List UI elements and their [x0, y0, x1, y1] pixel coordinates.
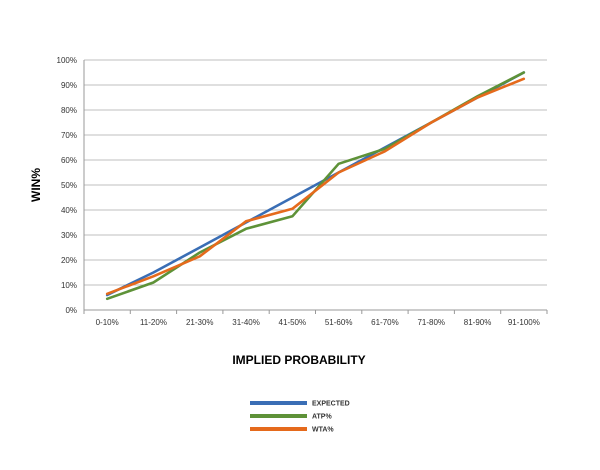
x-tick-labels: 0-10% 11-20% 21-30% 31-40% 41-50% 51-60% 61-70…	[96, 318, 540, 327]
x-tick-label: 61-70%	[371, 318, 399, 327]
legend-label-atp: ATP%	[312, 414, 332, 421]
x-tick-label: 11-20%	[140, 318, 167, 327]
y-tick-label: 70%	[61, 131, 77, 140]
y-tick-label: 10%	[61, 281, 77, 290]
x-axis-title: IMPLIED PROBABILITY	[232, 353, 365, 367]
x-tick-label: 71-80%	[417, 318, 445, 327]
y-tick-label: 20%	[61, 256, 77, 265]
y-tick-label: 30%	[61, 231, 77, 240]
x-tick-label: 31-40%	[232, 318, 260, 327]
series-line-wta	[105, 77, 526, 296]
y-tick-label: 0%	[65, 306, 77, 315]
x-tick-label: 21-30%	[186, 318, 214, 327]
y-tick-label: 40%	[61, 206, 77, 215]
y-tick-labels: 0% 10% 20% 30% 40% 50% 60% 70% 80% 90% 100%	[57, 56, 77, 315]
x-tick-label: 0-10%	[96, 318, 119, 327]
legend-label-wta: WTA%	[312, 427, 334, 434]
y-tick-label: 50%	[61, 181, 77, 190]
y-axis-title: WIN%	[29, 168, 43, 202]
y-tick-label: 80%	[61, 106, 77, 115]
legend: EXPECTED ATP% WTA%	[250, 401, 350, 434]
x-tick-label: 51-60%	[325, 318, 353, 327]
x-tick-label: 41-50%	[279, 318, 307, 327]
x-tick-label: 81-90%	[464, 318, 492, 327]
y-tick-label: 100%	[57, 56, 77, 65]
series-layer	[105, 71, 526, 301]
x-tick-label: 91-100%	[508, 318, 540, 327]
y-tick-label: 60%	[61, 156, 77, 165]
legend-label-expected: EXPECTED	[312, 401, 350, 408]
y-tick-label: 90%	[61, 81, 77, 90]
